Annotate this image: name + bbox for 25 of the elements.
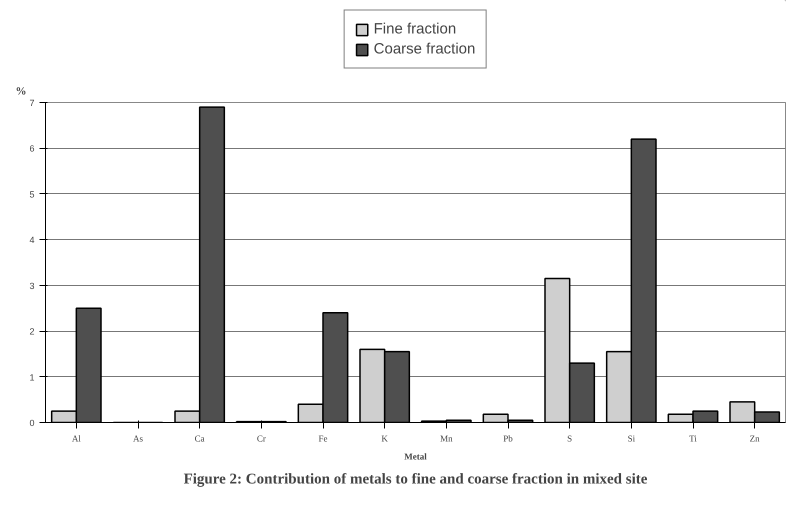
legend-label: Fine fraction [374, 20, 456, 38]
y-tick-label: 7 [29, 98, 35, 108]
x-tick-label: K [381, 434, 388, 444]
x-axis-title: Metal [404, 452, 428, 462]
x-tick-label: Ca [194, 434, 205, 444]
y-tick-label: 5 [29, 189, 35, 200]
y-tick-label: 6 [29, 144, 35, 154]
y-axis-title: % [16, 86, 26, 98]
x-tick-label: Zn [750, 434, 760, 444]
x-tick-label: Mn [440, 434, 454, 444]
x-tick-label: Si [628, 434, 636, 444]
y-tick-label: 4 [29, 235, 35, 246]
x-tick-label: Fe [318, 434, 328, 444]
x-tick-label: S [567, 434, 572, 444]
y-tick-label: 2 [29, 326, 35, 337]
y-tick-label: 0 [29, 418, 35, 428]
x-tick-label: Al [72, 434, 82, 444]
legend-label: Coarse fraction [374, 40, 476, 58]
x-tick-label: As [133, 434, 144, 444]
text: Figure 2: Contribution of metals to fine and coarse fraction in mixed site [184, 472, 648, 488]
x-tick-label: Cr [256, 434, 266, 444]
y-tick-label: 3 [29, 280, 35, 291]
y-tick-label: 1 [29, 372, 35, 382]
x-tick-label: Pb [503, 434, 514, 444]
x-tick-label: Ti [689, 434, 698, 444]
